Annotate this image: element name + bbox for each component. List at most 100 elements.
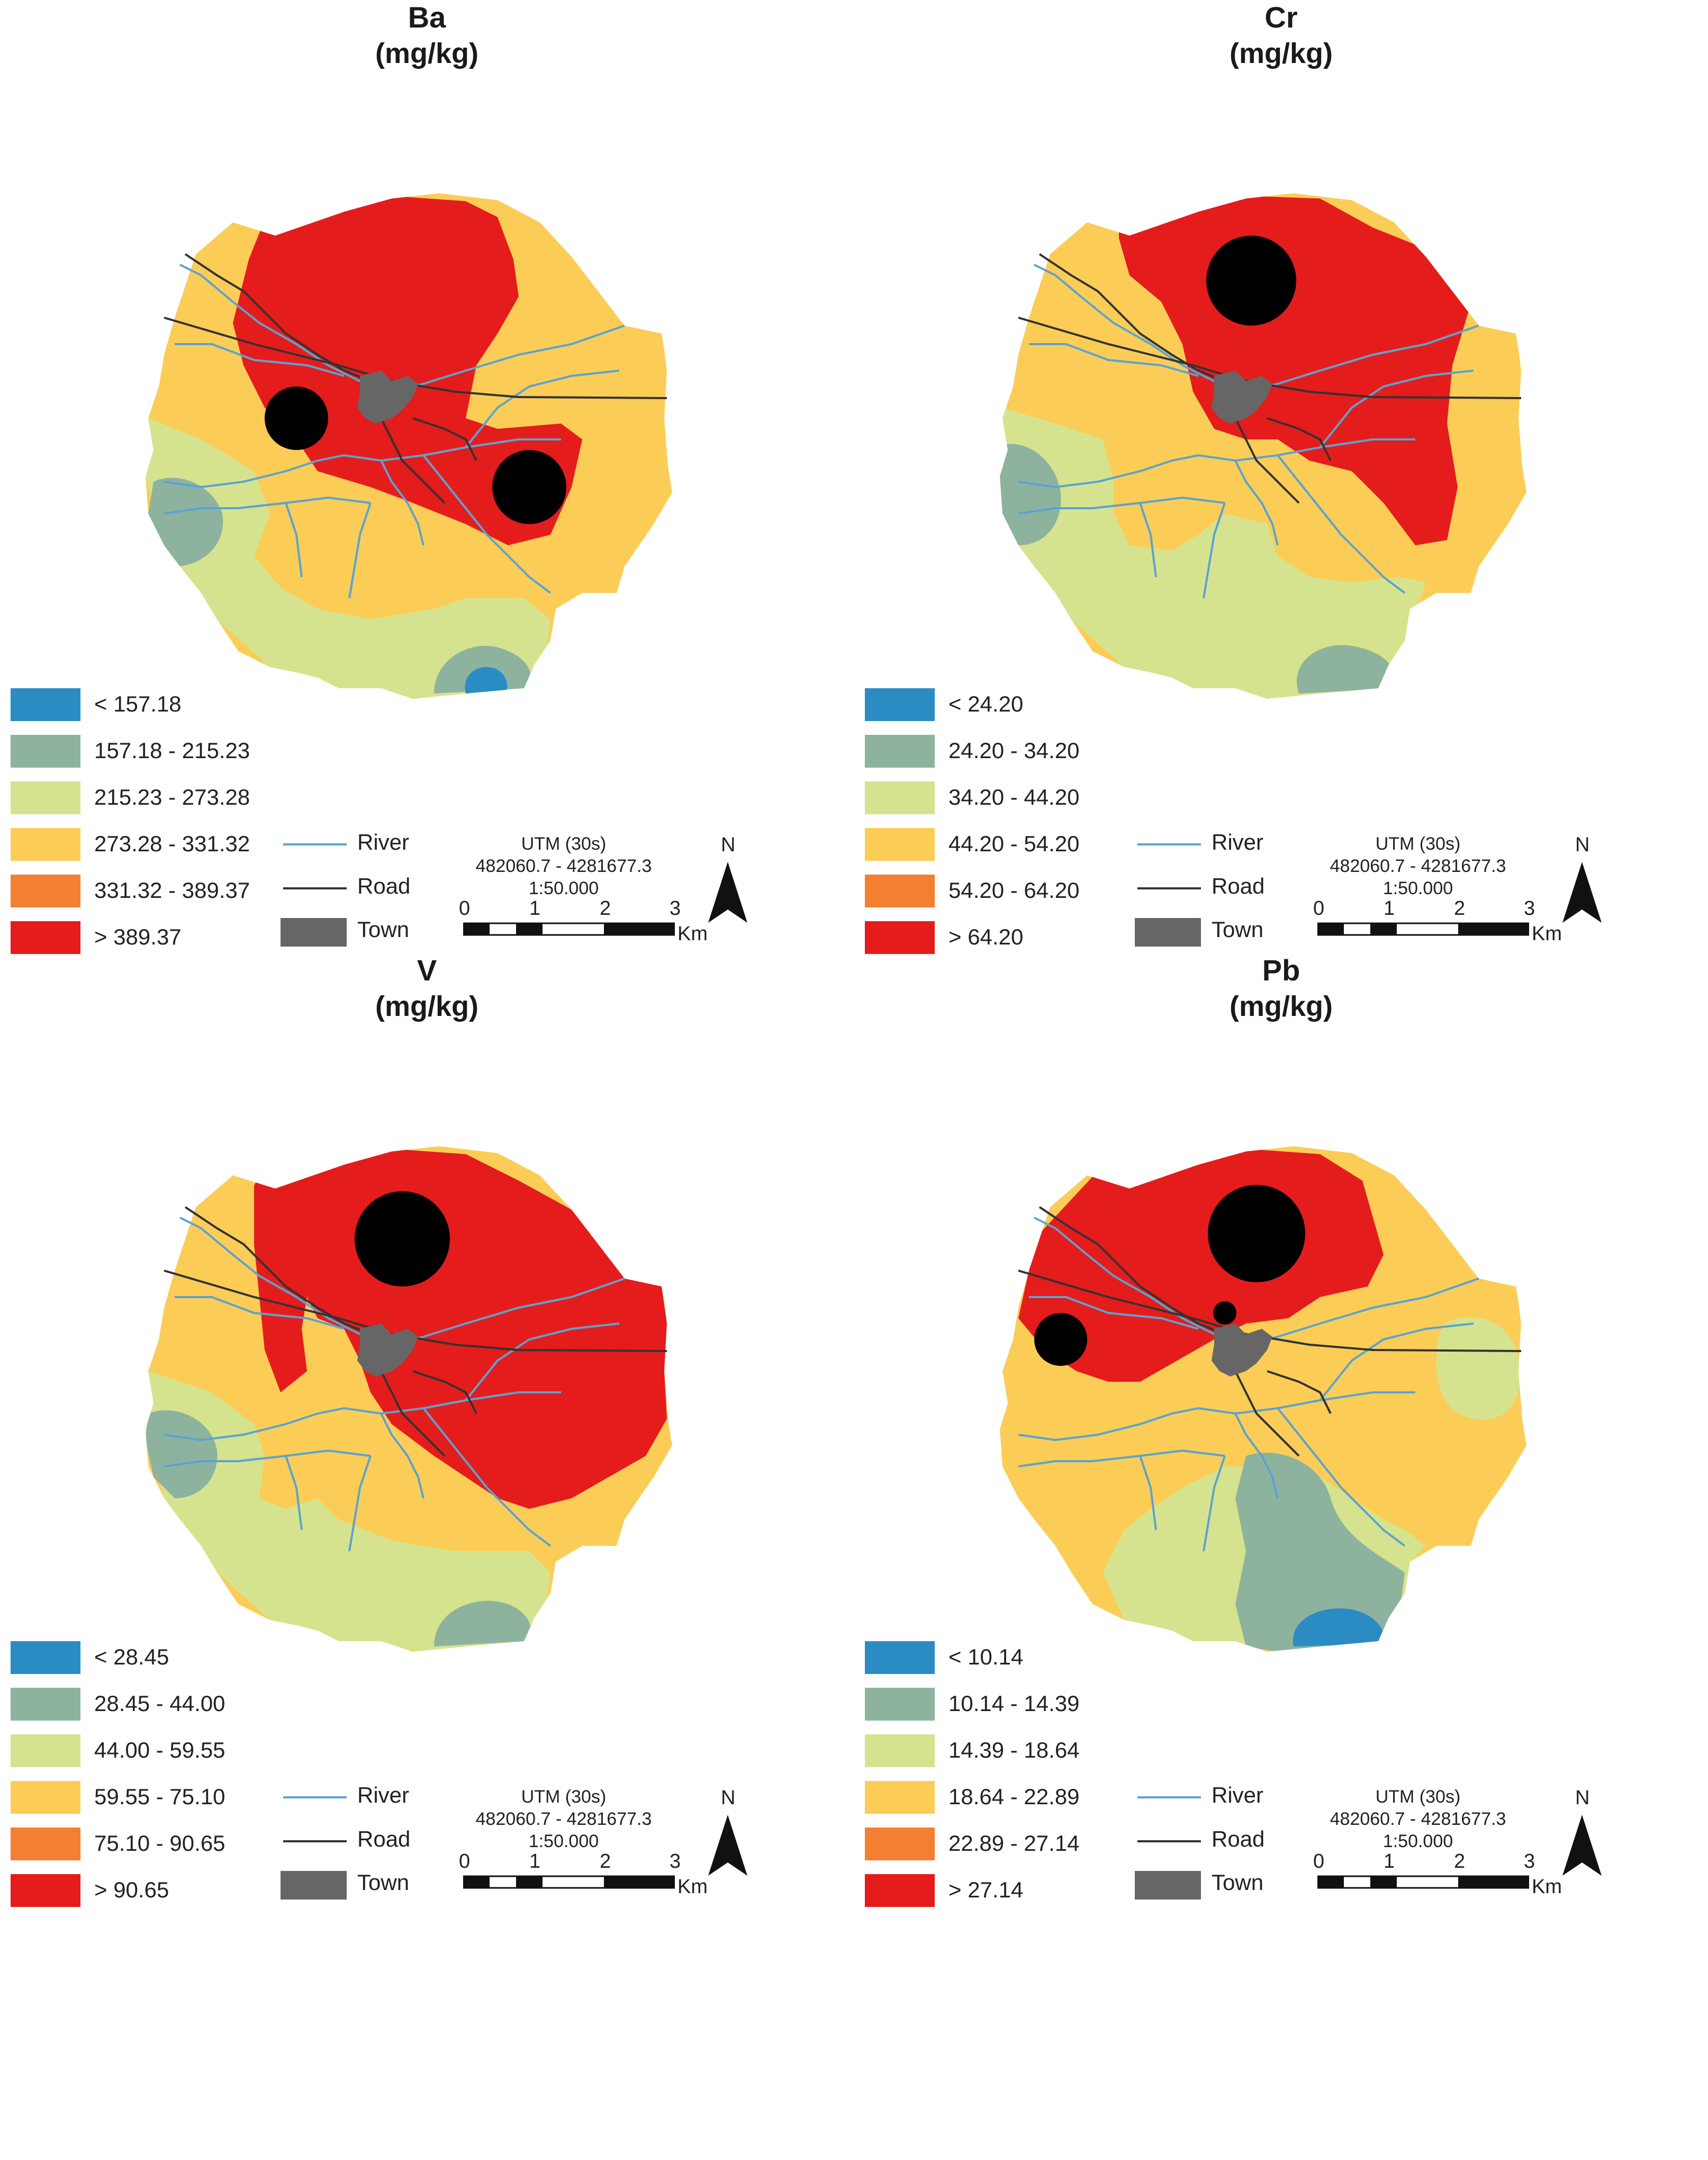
legend-class-item: 22.89 - 27.14 [865,1828,1161,1860]
road-line-symbol [283,887,347,889]
road-line [412,417,477,461]
concentration-zone [148,478,223,566]
river-line-symbol [283,1796,347,1798]
road-label: Road [357,874,411,898]
town-area [1212,1324,1272,1376]
legend-class-item: 24.20 - 34.20 [865,735,1161,768]
north-label: N [1575,834,1590,856]
river-line [1139,1455,1157,1531]
legend-class-item: 10.14 - 14.39 [865,1688,1161,1721]
river-legend-item: River [281,1781,439,1813]
scale-unit: Km [1532,923,1562,945]
scale-tick: 0 [1313,1850,1325,1873]
map-panel-cr: Cr (mg/kg) < 24.20 24.20 - 34.20 34.20 - 4… [854,0,1708,1080]
legend-swatch [865,781,935,814]
legend-class-item: 14.39 - 18.64 [865,1734,1161,1767]
town-area-symbol [281,1871,347,1900]
legend-swatch [865,735,935,768]
legend-swatch [11,1874,80,1907]
legend-class-label: 54.20 - 64.20 [948,878,1080,903]
scale-tick: 1 [1384,1850,1395,1873]
legend-swatch [11,828,80,861]
projection-label: UTM (30s) [1375,1787,1461,1807]
north-label: N [1575,1787,1590,1809]
legend-class-label: 22.89 - 27.14 [948,1831,1080,1856]
concentration-zone [1208,1185,1305,1282]
panel-unit: (mg/kg) [375,38,478,69]
concentration-zone [1000,444,1061,545]
concentration-zone [265,386,328,450]
concentration-zone [1034,1313,1087,1366]
scale-tick: 0 [1313,897,1325,920]
legend-swatch [865,1734,935,1767]
scale-tick: 1 [529,1850,541,1873]
legend-class-label: > 90.65 [94,1877,169,1902]
legend-swatch [865,1641,935,1674]
north-arrow-icon [708,862,747,923]
town-area-symbol [1135,1871,1201,1900]
legend-swatch [865,921,935,954]
river-line [380,460,424,546]
concentration-zone [1235,1452,1405,1652]
legend-class-item: 273.28 - 331.32 [11,828,307,861]
legend-class-label: 28.45 - 44.00 [94,1691,225,1716]
road-label: Road [1212,1826,1265,1851]
town-area-symbol [1135,918,1201,947]
river-line [175,343,345,377]
road-legend-item: Road [1135,1825,1294,1857]
town-area [1212,371,1272,424]
projection-label: UTM (30s) [521,834,607,854]
legend-class-item: 34.20 - 44.20 [865,781,1161,814]
legend-class-label: > 64.20 [948,924,1024,949]
scale-unit: Km [1532,1876,1562,1898]
river-line [1277,454,1406,594]
river-line [164,438,561,489]
road-label: Road [1212,874,1265,898]
legend-class-label: 59.55 - 75.10 [94,1784,225,1809]
town-legend-item: Town [1135,1869,1294,1901]
scale-bar: UTM (30s) 482060.7 - 4281677.3 1:50.000 … [1307,834,1582,950]
legend-swatch [11,1781,80,1814]
legend-swatch [11,688,80,721]
road-line-symbol [1137,887,1201,889]
river-line [465,370,620,448]
legend-class-item: 18.64 - 22.89 [865,1781,1161,1814]
river-line-symbol [283,843,347,845]
scale-ratio: 1:50.000 [528,878,599,898]
road-line [1267,417,1332,461]
road-legend-item: Road [281,872,439,904]
legend-class-item: < 24.20 [865,688,1161,721]
legend-class-item: 59.55 - 75.10 [11,1781,307,1814]
north-arrow: N [704,834,752,929]
legend-class-label: > 27.14 [948,1877,1024,1902]
river-line [1139,502,1157,578]
panel-title: Ba [408,1,446,34]
map-panel-pb: Pb (mg/kg) < 10.14 10.14 - 14.39 14.39 - 1… [854,953,1708,2033]
scale-segments [1317,1875,1529,1889]
scale-ratio: 1:50.000 [1382,878,1453,898]
river-line [1018,1449,1225,1468]
river-line-symbol [1137,1796,1201,1798]
legend-class-label: 34.20 - 44.20 [948,785,1080,809]
scale-bar: UTM (30s) 482060.7 - 4281677.3 1:50.000 … [453,834,728,950]
map-panel-ba: Ba (mg/kg) < 157.18 157.18 - 215.23 215.23… [0,0,854,1080]
legend-class-item: 215.23 - 273.28 [11,781,307,814]
panel-unit: (mg/kg) [375,991,478,1022]
road-line [184,1206,371,1335]
legend-class-label: 10.14 - 14.39 [948,1691,1080,1716]
road-legend-item: Road [281,1825,439,1857]
legend-class-item: < 28.45 [11,1641,307,1674]
legend-class-label: 24.20 - 34.20 [948,738,1080,763]
scale-tick: 2 [1454,897,1466,920]
concentration-zone [146,1371,550,1652]
road-line [412,1370,477,1414]
panel-title: Pb [1262,953,1300,987]
river-line [465,1322,620,1401]
river-line [380,1413,424,1499]
town-label: Town [1212,917,1264,942]
river-line [164,1449,371,1468]
river-line [422,454,552,594]
legend-class-item: 44.00 - 59.55 [11,1734,307,1767]
legend-class-label: 75.10 - 90.65 [94,1831,225,1856]
scale-tick: 2 [600,1850,611,1873]
